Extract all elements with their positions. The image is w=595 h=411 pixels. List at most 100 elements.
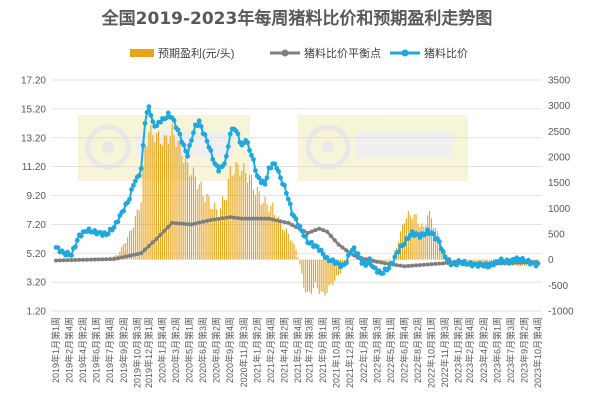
- breakeven-point: [139, 251, 144, 256]
- ratio-point: [127, 196, 132, 202]
- ratio-point: [446, 257, 452, 262]
- x-tick-label: 2023年9月第2周: [518, 317, 529, 383]
- ratio-point: [287, 201, 293, 207]
- profit-bar: [250, 174, 253, 260]
- profit-bar: [202, 195, 204, 260]
- profit-bar: [415, 214, 417, 260]
- x-tick-label: 2019年12月第1周: [143, 317, 154, 388]
- ratio-point: [436, 239, 442, 244]
- profit-bar: [119, 251, 121, 260]
- profit-bar: [309, 259, 311, 292]
- breakeven-point: [309, 229, 314, 234]
- legend-label-ratio: 猪料比价: [424, 46, 468, 60]
- breakeven-point: [344, 248, 349, 253]
- breakeven-point: [119, 255, 124, 260]
- profit-bar: [314, 259, 316, 283]
- ratio-point: [177, 131, 183, 137]
- breakeven-point: [154, 236, 159, 241]
- ratio-point: [138, 166, 144, 171]
- profit-bar: [322, 259, 324, 292]
- profit-bar: [129, 230, 131, 260]
- profit-bar: [136, 209, 138, 260]
- ratio-point: [235, 131, 241, 137]
- profit-bar: [223, 199, 225, 260]
- x-tick-label: 2020年3月第2周: [170, 317, 181, 383]
- x-tick-label: 2023年10月第4周: [532, 317, 543, 388]
- profit-bar: [297, 257, 299, 260]
- profit-bar: [194, 176, 196, 260]
- ratio-point: [72, 244, 78, 250]
- profit-bar: [299, 259, 301, 265]
- profit-bar: [173, 135, 175, 260]
- ratio-point: [251, 156, 256, 162]
- profit-bar: [401, 224, 404, 260]
- profit-bar: [427, 215, 429, 260]
- ratio-point: [69, 253, 74, 258]
- profit-bar: [382, 259, 384, 263]
- breakeven-point: [336, 242, 341, 247]
- ratio-point: [365, 260, 371, 266]
- right-tick-label: 2500: [548, 127, 571, 138]
- ratio-point: [204, 138, 210, 144]
- profit-bar: [183, 163, 185, 260]
- profit-bar: [254, 194, 256, 260]
- left-tick-label: 7.20: [27, 220, 47, 231]
- profit-bar: [127, 237, 129, 260]
- profit-bar: [283, 230, 285, 260]
- profit-bar: [307, 259, 309, 292]
- profit-bar: [390, 259, 392, 261]
- ratio-point: [431, 231, 436, 237]
- ratio-point: [191, 130, 196, 136]
- profit-bar: [417, 223, 419, 260]
- breakeven-point: [204, 218, 209, 223]
- profit-bar: [353, 258, 355, 260]
- profit-bar: [167, 143, 169, 260]
- ratio-point: [252, 168, 258, 173]
- breakeven-point: [158, 232, 163, 237]
- profit-bar: [150, 124, 152, 260]
- profit-bar: [256, 187, 258, 260]
- breakeven-point: [123, 254, 128, 259]
- profit-bar: [355, 258, 357, 260]
- profit-bar: [285, 228, 287, 260]
- ratio-point: [92, 228, 98, 233]
- x-tick-label: 2021年10月第3周: [331, 317, 342, 388]
- right-tick-label: 500: [548, 230, 565, 241]
- ratio-point: [78, 233, 84, 239]
- x-tick-label: 2020年6月第3周: [197, 317, 208, 383]
- ratio-point: [355, 251, 361, 257]
- profit-bar: [270, 205, 272, 260]
- ratio-point: [299, 228, 305, 234]
- breakeven-point: [112, 257, 117, 262]
- breakeven-point: [174, 221, 179, 226]
- breakeven-point: [445, 260, 450, 265]
- watermark-logo-right: [298, 115, 468, 181]
- left-tick-label: 1.20: [27, 307, 47, 318]
- breakeven-point: [402, 264, 407, 269]
- x-tick-label: 2023年7月第3周: [505, 317, 516, 383]
- profit-bar: [436, 231, 438, 260]
- breakeven-point: [185, 222, 190, 227]
- profit-bar: [148, 131, 150, 260]
- breakeven-point: [247, 216, 252, 221]
- ratio-point: [283, 190, 289, 196]
- ratio-point: [386, 265, 392, 271]
- right-tick-label: 1500: [548, 178, 571, 189]
- breakeven-point: [398, 263, 403, 268]
- profit-bar: [177, 140, 179, 260]
- breakeven-point: [135, 252, 140, 257]
- ratio-point: [372, 265, 378, 271]
- profit-bar: [212, 209, 214, 260]
- ratio-point: [183, 148, 189, 154]
- profit-bar: [262, 202, 264, 260]
- profit-bar: [152, 135, 154, 260]
- ratio-point: [268, 165, 274, 171]
- ratio-point: [196, 118, 202, 124]
- profit-bar: [190, 175, 193, 260]
- breakeven-point: [104, 257, 109, 262]
- profit-bar: [161, 145, 164, 260]
- ratio-point: [148, 112, 154, 118]
- profit-bar: [312, 259, 314, 289]
- breakeven-point: [433, 261, 438, 266]
- profit-bar: [189, 176, 191, 260]
